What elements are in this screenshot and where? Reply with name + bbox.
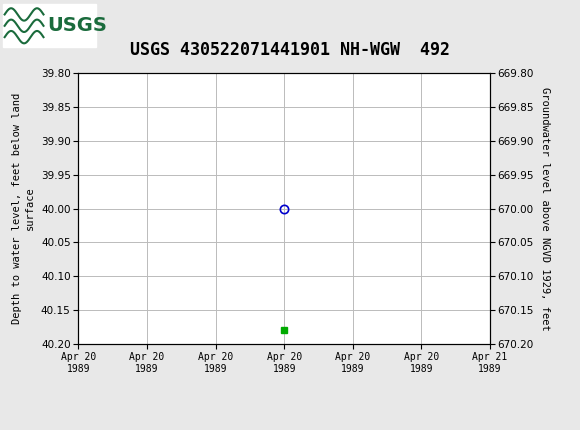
FancyBboxPatch shape bbox=[3, 4, 96, 47]
Legend: Period of approved data: Period of approved data bbox=[197, 428, 371, 430]
Text: USGS: USGS bbox=[48, 16, 107, 35]
Text: USGS 430522071441901 NH-WGW  492: USGS 430522071441901 NH-WGW 492 bbox=[130, 41, 450, 59]
Y-axis label: Depth to water level, feet below land
surface: Depth to water level, feet below land su… bbox=[12, 93, 35, 324]
Y-axis label: Groundwater level above NGVD 1929, feet: Groundwater level above NGVD 1929, feet bbox=[540, 87, 550, 330]
